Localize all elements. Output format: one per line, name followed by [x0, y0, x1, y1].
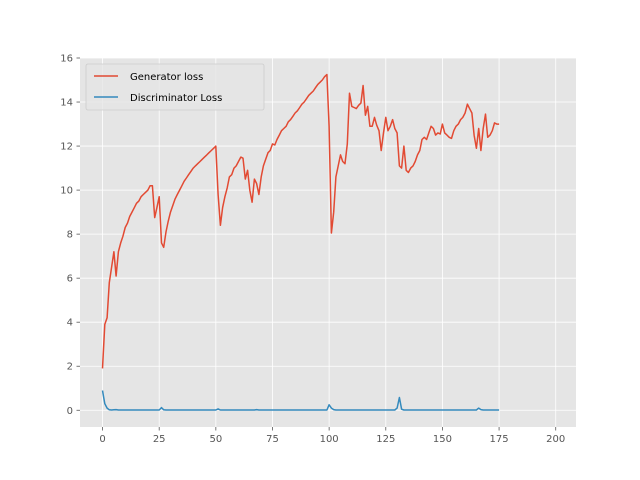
x-tick-label: 150 [433, 434, 452, 445]
x-tick-label: 25 [153, 434, 166, 445]
y-tick-label: 14 [60, 98, 73, 109]
x-tick-label: 200 [546, 434, 565, 445]
y-axis: 0 2 4 6 8 10 12 14 16 [60, 54, 80, 417]
x-tick-label: 0 [99, 434, 105, 445]
series-line-discriminator-loss [101, 390, 500, 411]
x-tick-label: 75 [266, 434, 279, 445]
legend-label-discriminator-loss: Discriminator Loss [130, 93, 222, 104]
series-line-generator-loss [101, 73, 500, 369]
x-tick-label: 50 [209, 434, 222, 445]
legend-box [85, 63, 265, 111]
legend: Generator loss Discriminator Loss [85, 63, 265, 111]
plot-area [80, 58, 576, 427]
legend-label-generator-loss: Generator loss [130, 72, 203, 83]
y-tick-label: 16 [60, 54, 73, 65]
x-tick-label: 100 [320, 434, 339, 445]
y-tick-label: 8 [67, 230, 73, 241]
y-tick-label: 6 [67, 274, 73, 285]
y-tick-label: 10 [60, 186, 73, 197]
x-tick-label: 125 [376, 434, 395, 445]
x-axis: 0 25 50 75 100 125 150 175 200 [99, 427, 565, 445]
y-tick-label: 12 [60, 142, 73, 153]
x-tick-label: 175 [490, 434, 509, 445]
y-tick-label: 2 [67, 362, 73, 373]
y-tick-label: 0 [67, 406, 73, 417]
y-tick-label: 4 [67, 318, 73, 329]
series-layer [101, 73, 500, 411]
